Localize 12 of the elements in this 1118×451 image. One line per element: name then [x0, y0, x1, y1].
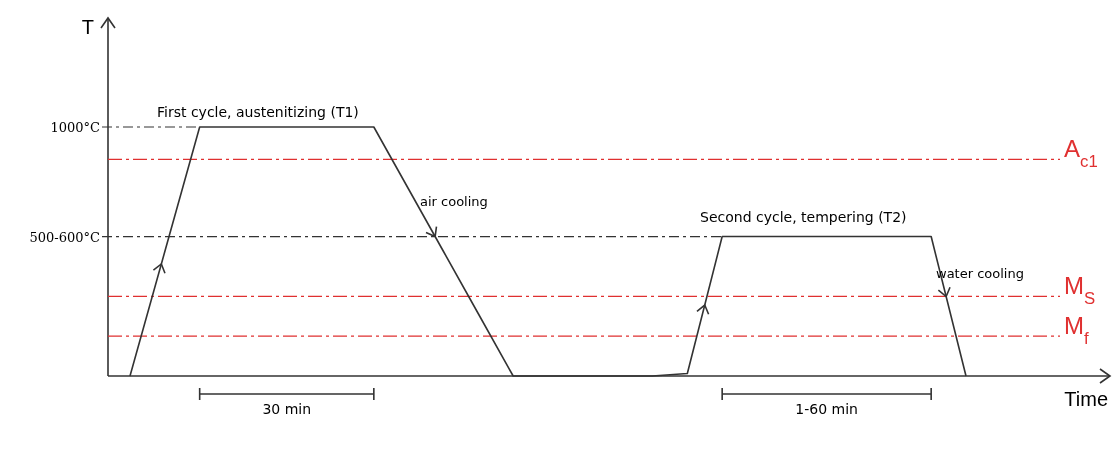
annotation: Second cycle, tempering (T2)	[700, 209, 907, 225]
y-axis-title: T	[81, 16, 94, 38]
ref-line-label: M$_{S}$	[1064, 272, 1096, 308]
text: 1-60 min	[795, 401, 858, 417]
annotation: air cooling	[420, 194, 488, 209]
ref-line-label: A$_{c1}$	[1064, 135, 1098, 171]
x-axis-title: Time	[1064, 388, 1108, 410]
ref-line-label: M$_{f}$	[1064, 312, 1089, 348]
text: 30 min	[262, 401, 312, 417]
text: 500-600°C	[29, 229, 101, 245]
text: 1000°C	[50, 120, 101, 135]
text: First cycle, austenitizing (T1)	[157, 104, 359, 120]
